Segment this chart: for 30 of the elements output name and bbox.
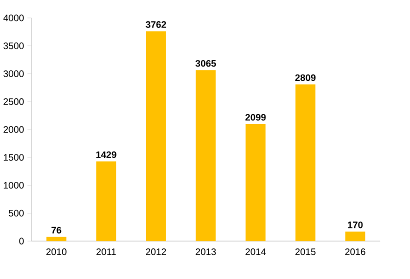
bar [146,31,166,242]
y-tick-label: 2000 [4,126,24,133]
data-label: 3065 [196,60,216,67]
x-tick-label: 2012 [146,248,166,256]
data-label: 1429 [96,151,116,158]
bar [196,70,216,242]
bar [96,161,116,242]
bar [345,232,366,242]
y-tick-label: 2500 [4,98,24,105]
bar [46,236,66,242]
y-tick-label: 0 [19,238,24,244]
y-tick-label: 4000 [3,14,24,22]
data-label: 2099 [245,114,266,121]
y-tick-label: 3000 [4,70,24,78]
data-label: 170 [348,222,363,228]
bar [246,124,266,242]
x-tick-label: 2013 [196,248,216,256]
x-tick-label: 2014 [246,248,266,256]
y-tick-label: 3500 [4,42,24,50]
data-label: 2809 [295,74,316,82]
x-tick-label: 2015 [295,248,316,256]
x-tick-label: 2016 [345,248,366,256]
bar [295,84,316,242]
x-tick-label: 2010 [46,248,66,256]
y-tick-label: 1000 [4,182,24,189]
x-tick-label: 2011 [96,248,116,256]
y-tick-label: 500 [8,210,24,217]
y-tick-label: 1500 [4,154,24,161]
data-label: 76 [52,226,62,234]
data-label: 3762 [146,21,166,28]
